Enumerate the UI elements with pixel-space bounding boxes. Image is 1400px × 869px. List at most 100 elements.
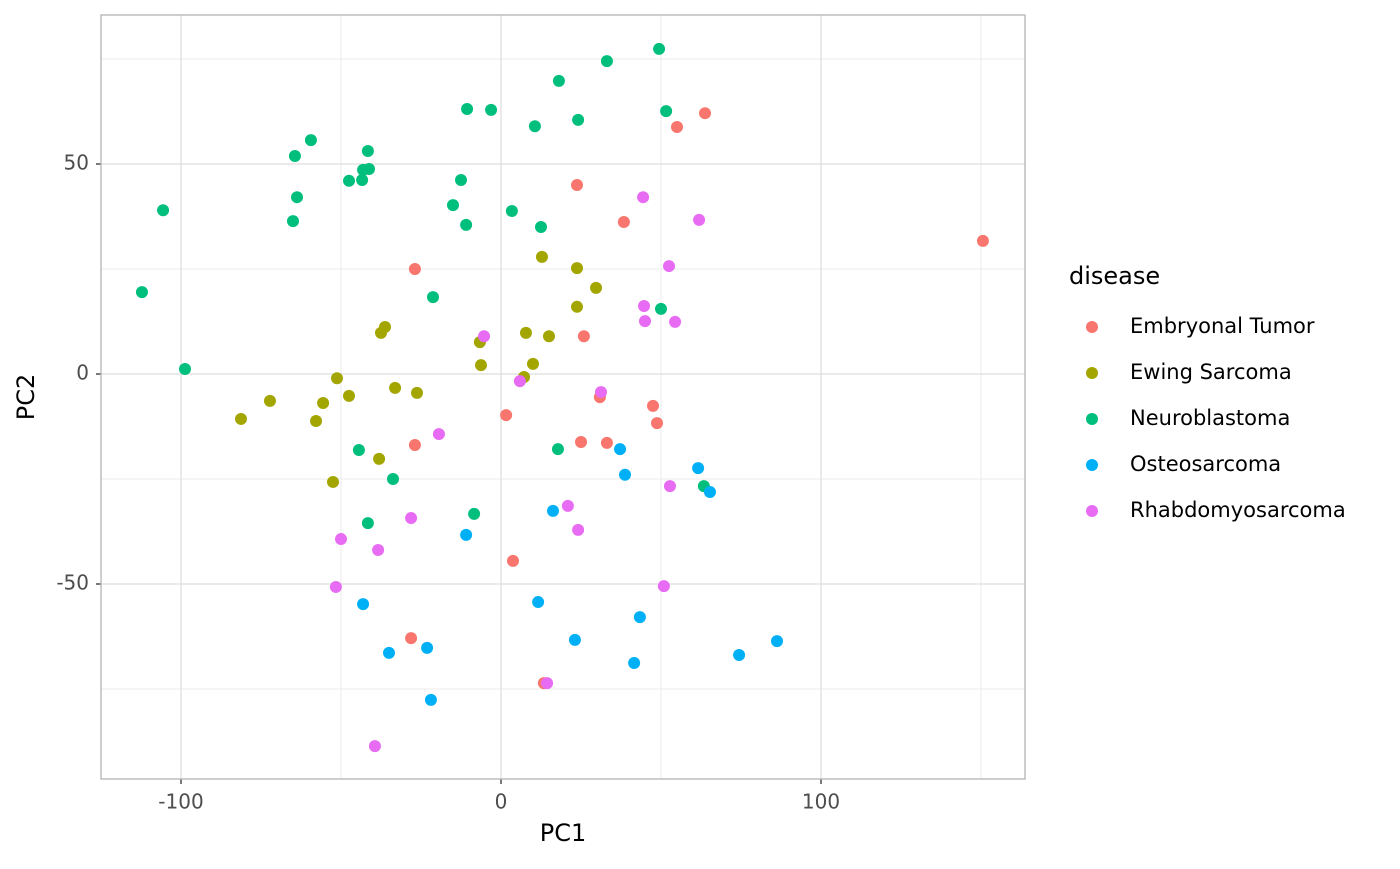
point — [669, 315, 682, 328]
point — [527, 357, 539, 370]
x-axis-title: PC1 — [540, 819, 587, 847]
point — [485, 103, 498, 116]
point — [287, 215, 299, 228]
point — [327, 475, 339, 488]
point — [373, 452, 386, 465]
point — [408, 438, 421, 451]
legend-label: Ewing Sarcoma — [1130, 360, 1292, 384]
point — [541, 677, 554, 690]
point — [331, 372, 343, 385]
legend-label: Rhabdomyosarcoma — [1130, 498, 1346, 522]
point — [343, 389, 355, 402]
y-tick-label: 50 — [64, 151, 89, 175]
point — [455, 173, 467, 186]
point — [571, 262, 583, 275]
point — [235, 412, 247, 425]
point — [653, 42, 666, 55]
point — [310, 415, 323, 428]
point — [590, 281, 603, 294]
point — [519, 326, 532, 339]
point — [468, 507, 481, 520]
point — [547, 504, 559, 517]
point — [976, 234, 989, 247]
point — [335, 533, 347, 546]
point — [703, 486, 716, 499]
legend-label: Neuroblastoma — [1130, 406, 1290, 430]
point — [535, 250, 548, 263]
point — [572, 523, 585, 536]
point — [427, 291, 439, 304]
point — [411, 386, 423, 399]
point — [424, 693, 437, 706]
point — [317, 396, 330, 409]
legend-label: Embryonal Tumor — [1130, 314, 1315, 338]
point — [638, 299, 651, 312]
point — [361, 144, 374, 157]
point — [375, 326, 387, 339]
point — [291, 191, 303, 204]
point — [356, 173, 369, 186]
point — [405, 512, 418, 525]
point — [135, 286, 148, 299]
point — [460, 218, 473, 231]
x-tick-label: 100 — [802, 790, 840, 814]
legend-title: disease — [1069, 262, 1160, 290]
point — [595, 386, 607, 399]
point — [513, 375, 526, 388]
point — [733, 648, 746, 661]
point — [568, 633, 581, 646]
x-tick-label: -100 — [158, 790, 203, 814]
point — [357, 598, 370, 611]
point — [572, 113, 585, 126]
point — [639, 315, 651, 328]
point — [692, 462, 705, 475]
point — [447, 199, 459, 212]
point — [660, 105, 673, 118]
point — [389, 381, 402, 394]
point — [552, 74, 565, 87]
point — [500, 409, 513, 422]
point — [771, 635, 783, 648]
legend-marker — [1086, 367, 1098, 379]
point — [304, 134, 317, 147]
point — [352, 444, 365, 457]
legend-marker — [1086, 505, 1098, 517]
legend-marker — [1086, 413, 1098, 425]
point — [693, 213, 706, 226]
point — [532, 596, 545, 609]
point — [655, 302, 667, 315]
point — [647, 399, 659, 412]
point — [432, 428, 445, 441]
point — [543, 330, 555, 343]
point — [157, 204, 170, 217]
point — [383, 646, 395, 659]
point — [619, 468, 631, 481]
point — [288, 150, 301, 163]
point — [361, 517, 374, 530]
point — [461, 102, 474, 115]
point — [343, 174, 355, 187]
point — [408, 263, 421, 276]
point — [651, 417, 663, 430]
point — [561, 499, 574, 512]
point — [363, 163, 375, 176]
point — [505, 205, 518, 218]
point — [671, 121, 683, 134]
point — [535, 221, 547, 234]
point — [179, 362, 191, 375]
point — [329, 580, 342, 593]
point — [528, 120, 541, 133]
point — [478, 330, 491, 343]
point — [475, 359, 487, 372]
y-tick-label: -50 — [56, 570, 89, 594]
point — [571, 300, 583, 313]
legend-marker — [1086, 459, 1098, 471]
point — [387, 473, 399, 486]
point — [600, 436, 613, 449]
point — [628, 656, 641, 669]
point — [699, 107, 711, 120]
point — [575, 436, 587, 449]
point — [577, 330, 590, 343]
point — [663, 260, 675, 273]
